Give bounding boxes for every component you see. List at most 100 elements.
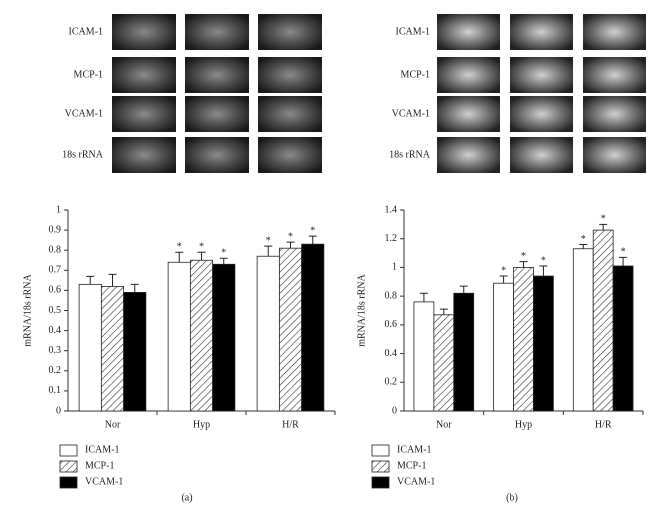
error-bar <box>264 245 273 257</box>
y-tick-label: 0.8 <box>49 244 62 255</box>
significance-marker: * <box>541 255 546 266</box>
significance-marker: * <box>177 242 182 253</box>
significance-marker: * <box>601 214 606 225</box>
panel-label: (b) <box>506 492 518 503</box>
y-tick-label: 0.2 <box>385 377 398 388</box>
y-tick-label: 0 <box>392 405 397 416</box>
bar <box>413 301 435 412</box>
significance-marker: * <box>221 248 226 259</box>
y-tick-label: 1 <box>392 262 397 273</box>
bar <box>513 267 534 412</box>
y-axis-label: mRNA/18s rRNA <box>356 273 367 346</box>
legend-swatch <box>59 444 78 457</box>
bar <box>301 243 325 412</box>
y-tick-label: 0.8 <box>385 290 398 301</box>
y-tick-label: 0.6 <box>385 319 398 330</box>
bar <box>256 255 280 412</box>
legend-swatch <box>59 460 78 473</box>
gel-band <box>510 137 573 173</box>
bar <box>189 259 214 412</box>
y-tick-label: 0.4 <box>385 348 398 359</box>
y-tick-label: 0.2 <box>49 365 62 376</box>
bar <box>572 248 594 412</box>
bar <box>167 261 191 412</box>
gel-band <box>185 137 249 173</box>
gel-label: ICAM-1 <box>396 26 430 37</box>
legend-label: MCP-1 <box>397 460 426 471</box>
y-axis-label: mRNA/18s rRNA <box>22 273 33 346</box>
gel-band <box>510 14 573 50</box>
error-bar <box>286 241 295 249</box>
gel-band <box>258 96 322 132</box>
significance-marker: * <box>621 247 626 258</box>
significance-marker: * <box>581 234 586 245</box>
gel-label: MCP-1 <box>74 69 103 80</box>
x-tick-label: Nor <box>436 419 452 430</box>
error-bar <box>439 308 448 315</box>
bar <box>533 275 554 412</box>
gel-band <box>437 137 500 173</box>
significance-marker: * <box>501 265 506 276</box>
gel-band <box>112 96 176 132</box>
legend-label: ICAM-1 <box>397 444 431 455</box>
error-bar <box>519 261 528 268</box>
bar <box>592 229 614 412</box>
legend-swatch <box>371 476 390 489</box>
gel-band <box>185 57 249 93</box>
bar <box>453 292 475 412</box>
significance-marker: * <box>288 231 293 242</box>
x-tick-label: H/R <box>595 419 612 430</box>
gel-band <box>258 137 322 173</box>
significance-marker: * <box>521 251 526 262</box>
gel-band <box>510 96 573 132</box>
x-tick-label: Hyp <box>515 419 532 430</box>
gel-band <box>583 96 646 132</box>
y-tick-label: 0.9 <box>49 224 62 235</box>
legend-swatch <box>371 444 390 457</box>
y-tick-label: 0.3 <box>49 345 62 356</box>
legend-label: VCAM-1 <box>85 476 123 487</box>
y-tick-label: 0.5 <box>49 305 62 316</box>
error-bar <box>419 292 428 302</box>
gel-label: ICAM-1 <box>69 26 103 37</box>
error-bar <box>459 285 468 294</box>
y-tick-label: 1 <box>56 204 61 215</box>
bar <box>123 292 147 412</box>
gel-label: 18s rRNA <box>62 149 104 160</box>
bar <box>612 265 634 412</box>
gel-band <box>112 14 176 50</box>
legend-label: MCP-1 <box>85 460 114 471</box>
y-tick-label: 0 <box>56 405 61 416</box>
significance-marker: * <box>199 242 204 253</box>
error-bar <box>108 273 117 287</box>
x-tick-label: Nor <box>105 419 121 430</box>
legend-label: ICAM-1 <box>85 444 119 455</box>
gel-band <box>583 14 646 50</box>
bar <box>433 314 455 412</box>
bar <box>493 282 514 412</box>
gel-band <box>258 14 322 50</box>
gel-band <box>185 96 249 132</box>
gel-label: 18s rRNA <box>389 149 431 160</box>
error-bar <box>175 251 184 263</box>
error-bar <box>130 283 139 293</box>
legend-swatch <box>371 460 390 473</box>
y-tick-label: 0.6 <box>49 285 62 296</box>
error-bar <box>308 235 317 245</box>
gel-label: VCAM-1 <box>65 108 103 119</box>
gel-label: VCAM-1 <box>392 108 430 119</box>
panel-label: (a) <box>181 492 192 503</box>
gel-band <box>112 137 176 173</box>
bar <box>212 263 236 412</box>
error-bar <box>219 257 228 265</box>
error-bar <box>499 275 508 284</box>
gel-band <box>510 57 573 93</box>
y-tick-label: 0.4 <box>49 325 62 336</box>
significance-marker: * <box>310 225 315 236</box>
y-tick-label: 0.1 <box>49 385 62 396</box>
gel-label: MCP-1 <box>401 69 430 80</box>
error-bar <box>619 256 628 266</box>
gel-band <box>185 14 249 50</box>
error-bar <box>579 243 588 249</box>
